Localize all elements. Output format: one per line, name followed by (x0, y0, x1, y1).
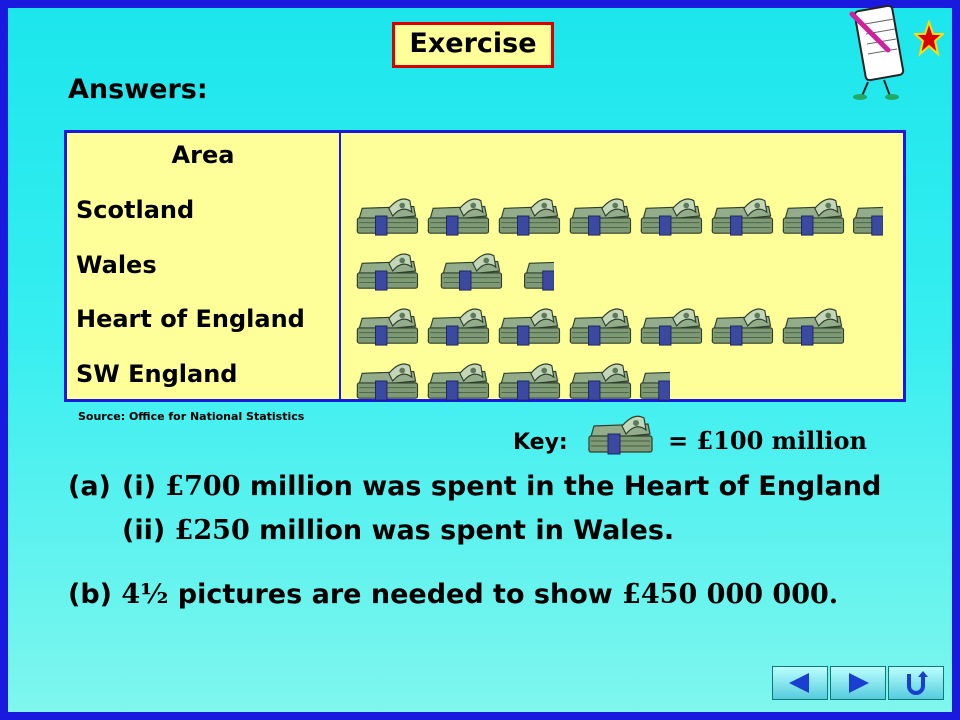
page-title: Exercise (392, 22, 554, 68)
return-button[interactable] (888, 666, 944, 700)
pictogram-symbol-scotland-2 (427, 198, 490, 236)
key-value: = £100 million (668, 426, 867, 455)
pictogram-table: Area Scotland Wales Heart of England SW … (64, 130, 906, 402)
key-banknote-bundle-icon (588, 415, 653, 455)
pictogram-symbol-scotland-4 (569, 198, 632, 236)
pictogram-symbol-wales-1 (356, 253, 419, 291)
answer-a-i-text: million was spent in the Heart of Englan… (249, 471, 882, 502)
pictogram-symbol-heart-of-england-6 (711, 308, 774, 346)
back-arrow-icon (789, 673, 809, 693)
row-label-wales: Wales (76, 251, 157, 279)
pictogram-symbol-heart-of-england-1 (356, 308, 419, 346)
answers-heading: Answers: (68, 74, 208, 105)
pictogram-symbol-heart-of-england-4 (569, 308, 632, 346)
answer-a-ii-prefix: (ii) (122, 515, 166, 546)
answer-a-i-prefix: (i) (122, 471, 156, 502)
source-note: Source: Office for National Statistics (78, 410, 305, 423)
forward-button[interactable] (830, 666, 886, 700)
answer-b-prefix: (b) (68, 579, 113, 610)
answer-b: (b) 4½ pictures are needed to show £450 … (68, 579, 838, 610)
column-header-area: Area (171, 141, 235, 169)
pictogram-symbol-sw-england-3 (498, 363, 561, 401)
star-icon (914, 20, 944, 57)
pictogram-symbol-sw-england-2 (427, 363, 490, 401)
row-label-scotland: Scotland (76, 196, 195, 224)
pictogram-symbol-scotland-7 (782, 198, 845, 236)
answer-b-amount: £450 000 000 (622, 579, 829, 610)
key-label: Key: (513, 430, 568, 455)
row-label-sw-england: SW England (76, 360, 238, 388)
answer-a-i: (i) £700 million was spent in the Heart … (122, 471, 881, 502)
pictogram-symbol-heart-of-england-3 (498, 308, 561, 346)
answer-a-i-amount: £700 (165, 471, 241, 502)
answer-a-ii-text: million was spent in Wales. (259, 515, 675, 546)
answer-a-ii: (ii) £250 million was spent in Wales. (122, 515, 674, 546)
pictogram-symbol-sw-england-5 (639, 371, 670, 401)
pictogram-symbol-scotland-5 (640, 198, 703, 236)
pictogram-symbol-wales-2 (440, 253, 503, 291)
pictogram-symbol-scotland-6 (711, 198, 774, 236)
forward-arrow-icon (849, 673, 869, 693)
answer-a-ii-amount: £250 (174, 515, 250, 546)
pictogram-symbol-wales-3 (523, 261, 554, 291)
pictogram-symbol-sw-england-4 (569, 363, 632, 401)
pictogram-symbol-heart-of-england-2 (427, 308, 490, 346)
answer-b-text: pictures are needed to show (177, 579, 613, 610)
pictogram-symbol-scotland-1 (356, 198, 419, 236)
answer-b-count: 4½ (121, 579, 169, 610)
pictogram-symbol-heart-of-england-7 (782, 308, 845, 346)
table-divider (339, 133, 341, 399)
pictogram-symbol-scotland-3 (498, 198, 561, 236)
back-button[interactable] (772, 666, 828, 700)
pictogram-symbol-sw-england-1 (356, 363, 419, 401)
row-label-heart-of-england: Heart of England (76, 305, 305, 333)
notepad-mascot-icon (849, 4, 905, 100)
answer-b-end: . (828, 579, 839, 610)
return-icon (907, 671, 928, 695)
pictogram-symbol-scotland-8 (852, 206, 883, 236)
answer-a-prefix: (a) (68, 471, 111, 502)
pictogram-symbol-heart-of-england-5 (640, 308, 703, 346)
